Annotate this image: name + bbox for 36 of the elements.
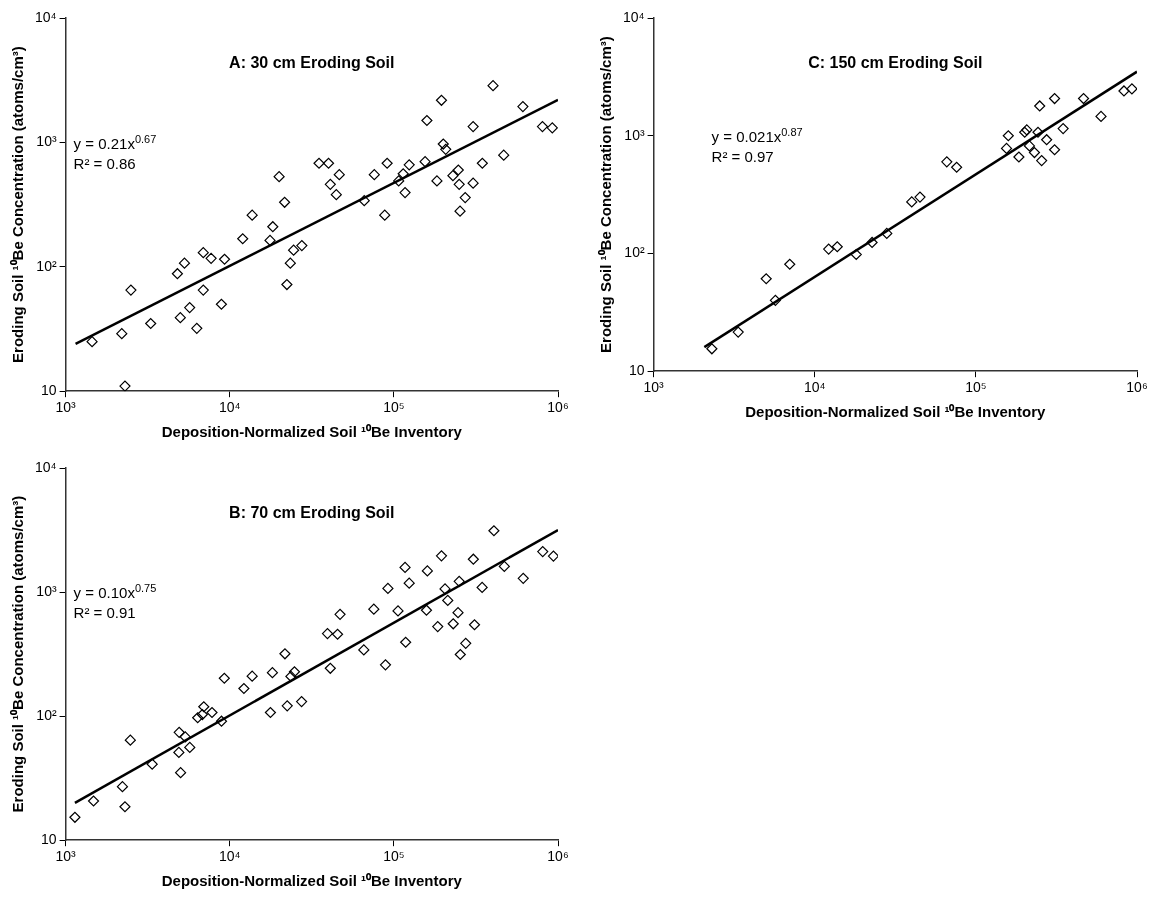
y-tick-label: 10³ — [36, 133, 57, 150]
text: B: 70 cm Eroding Soil — [229, 504, 395, 521]
y-tick-label: 10 — [41, 831, 57, 848]
x-tick-label: 10⁴ — [218, 399, 241, 416]
text: C: 150 cm Eroding Soil — [808, 54, 983, 71]
x-tick-label: 10³ — [55, 848, 77, 865]
x-axis-title: Deposition-Normalized Soil ¹⁰Be Inventory — [745, 403, 1046, 421]
x-tick-label: 10⁶ — [1126, 379, 1148, 396]
x-tick-label: 10³ — [643, 379, 665, 396]
x-tick-label: 10⁵ — [965, 379, 987, 396]
annotation: R² = 0.86 — [73, 154, 136, 172]
annotation: R² = 0.97 — [711, 147, 774, 165]
y-axis-title: Eroding Soil ¹⁰Be Concentration (atoms/cm³) — [9, 495, 27, 813]
x-tick-label: 10⁶ — [547, 399, 569, 416]
y-tick-label: 10 — [41, 382, 57, 399]
text: A: 30 cm Eroding Soil — [229, 54, 395, 71]
y-tick-label: 10³ — [624, 126, 645, 143]
y-tick-label: 10² — [624, 244, 645, 261]
x-tick-label: 10⁵ — [383, 399, 405, 416]
y-tick-label: 10⁴ — [34, 458, 57, 475]
y-tick-label: 10² — [36, 706, 57, 723]
y-tick-label: 10² — [36, 257, 57, 274]
y-tick-label: 10³ — [36, 582, 57, 599]
y-axis-title: Eroding Soil ¹⁰Be Concentration (atoms/cm³) — [597, 36, 615, 353]
x-tick-label: 10⁴ — [218, 848, 241, 865]
x-axis-title: Deposition-Normalized Soil ¹⁰Be Inventory — [161, 423, 463, 441]
x-tick-label: 10⁵ — [383, 848, 405, 865]
x-tick-label: 10⁴ — [803, 379, 826, 396]
annotation: R² = 0.91 — [73, 604, 136, 622]
y-tick-label: 10⁴ — [622, 8, 645, 25]
y-tick-label: 10 — [629, 362, 645, 379]
y-axis-title: Eroding Soil ¹⁰Be Concentration (atoms/cm³) — [9, 46, 27, 363]
x-tick-label: 10⁶ — [547, 848, 569, 865]
x-axis-title: Deposition-Normalized Soil ¹⁰Be Inventory — [161, 872, 463, 890]
y-tick-label: 10⁴ — [34, 8, 57, 25]
x-tick-label: 10³ — [55, 399, 77, 416]
